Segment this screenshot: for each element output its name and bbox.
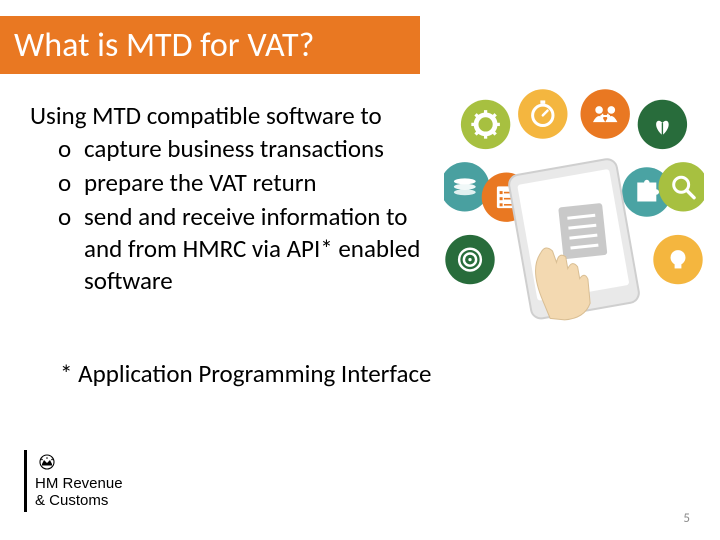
title-banner: What is MTD for VAT? [0,16,420,74]
list-item: o send and receive information to and fr… [58,201,450,297]
slide-title: What is MTD for VAT? [14,25,314,66]
logo-text-line2: & Customs [35,492,123,509]
list-item: o prepare the VAT return [58,167,450,199]
body-content: Using MTD compatible software to o captu… [30,100,450,299]
hmrc-logo: HM Revenue & Customs [24,450,123,512]
crown-icon [35,453,59,473]
bullet-marker: o [58,133,84,165]
page-number: 5 [683,511,690,526]
bullet-marker: o [58,167,84,199]
bullet-text: capture business transactions [84,133,450,165]
lead-text: Using MTD compatible software to [30,100,450,131]
bullet-list: o capture business transactions o prepar… [30,133,450,297]
list-item: o capture business transactions [58,133,450,165]
logo-text-line1: HM Revenue [35,475,123,492]
bullet-marker: o [58,201,84,297]
bullet-text: send and receive information to and from… [84,201,450,297]
bullet-text: prepare the VAT return [84,167,450,199]
logo-divider [24,450,27,512]
footnote: * Application Programming Interface [60,358,432,389]
tablet-infographic [444,88,704,348]
